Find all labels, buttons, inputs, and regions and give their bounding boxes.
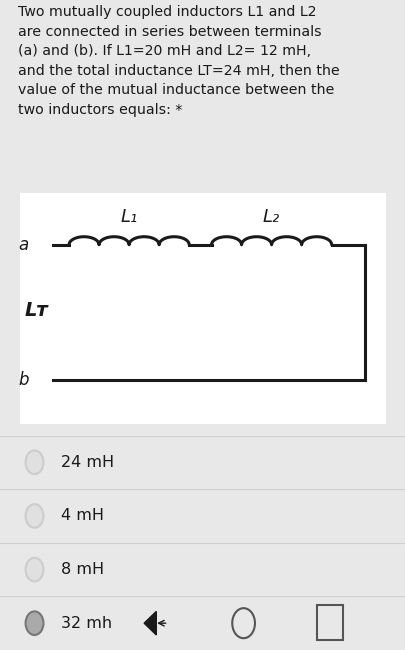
Text: 24 mH: 24 mH [61, 455, 114, 470]
Circle shape [26, 504, 43, 528]
Text: 8 mH: 8 mH [61, 562, 104, 577]
Text: L₁: L₁ [120, 208, 137, 226]
Text: a: a [18, 236, 28, 254]
Polygon shape [144, 612, 156, 635]
Text: 4 mH: 4 mH [61, 508, 104, 523]
Text: 32 mh: 32 mh [61, 616, 112, 630]
Text: Lᴛ: Lᴛ [24, 302, 48, 320]
Text: Two mutually coupled inductors L1 and L2
are connected in series between termina: Two mutually coupled inductors L1 and L2… [18, 5, 339, 117]
FancyBboxPatch shape [20, 194, 385, 424]
Circle shape [26, 558, 43, 581]
Text: L₂: L₂ [262, 208, 279, 226]
Circle shape [26, 450, 43, 474]
Circle shape [26, 612, 43, 635]
Text: b: b [18, 372, 28, 389]
